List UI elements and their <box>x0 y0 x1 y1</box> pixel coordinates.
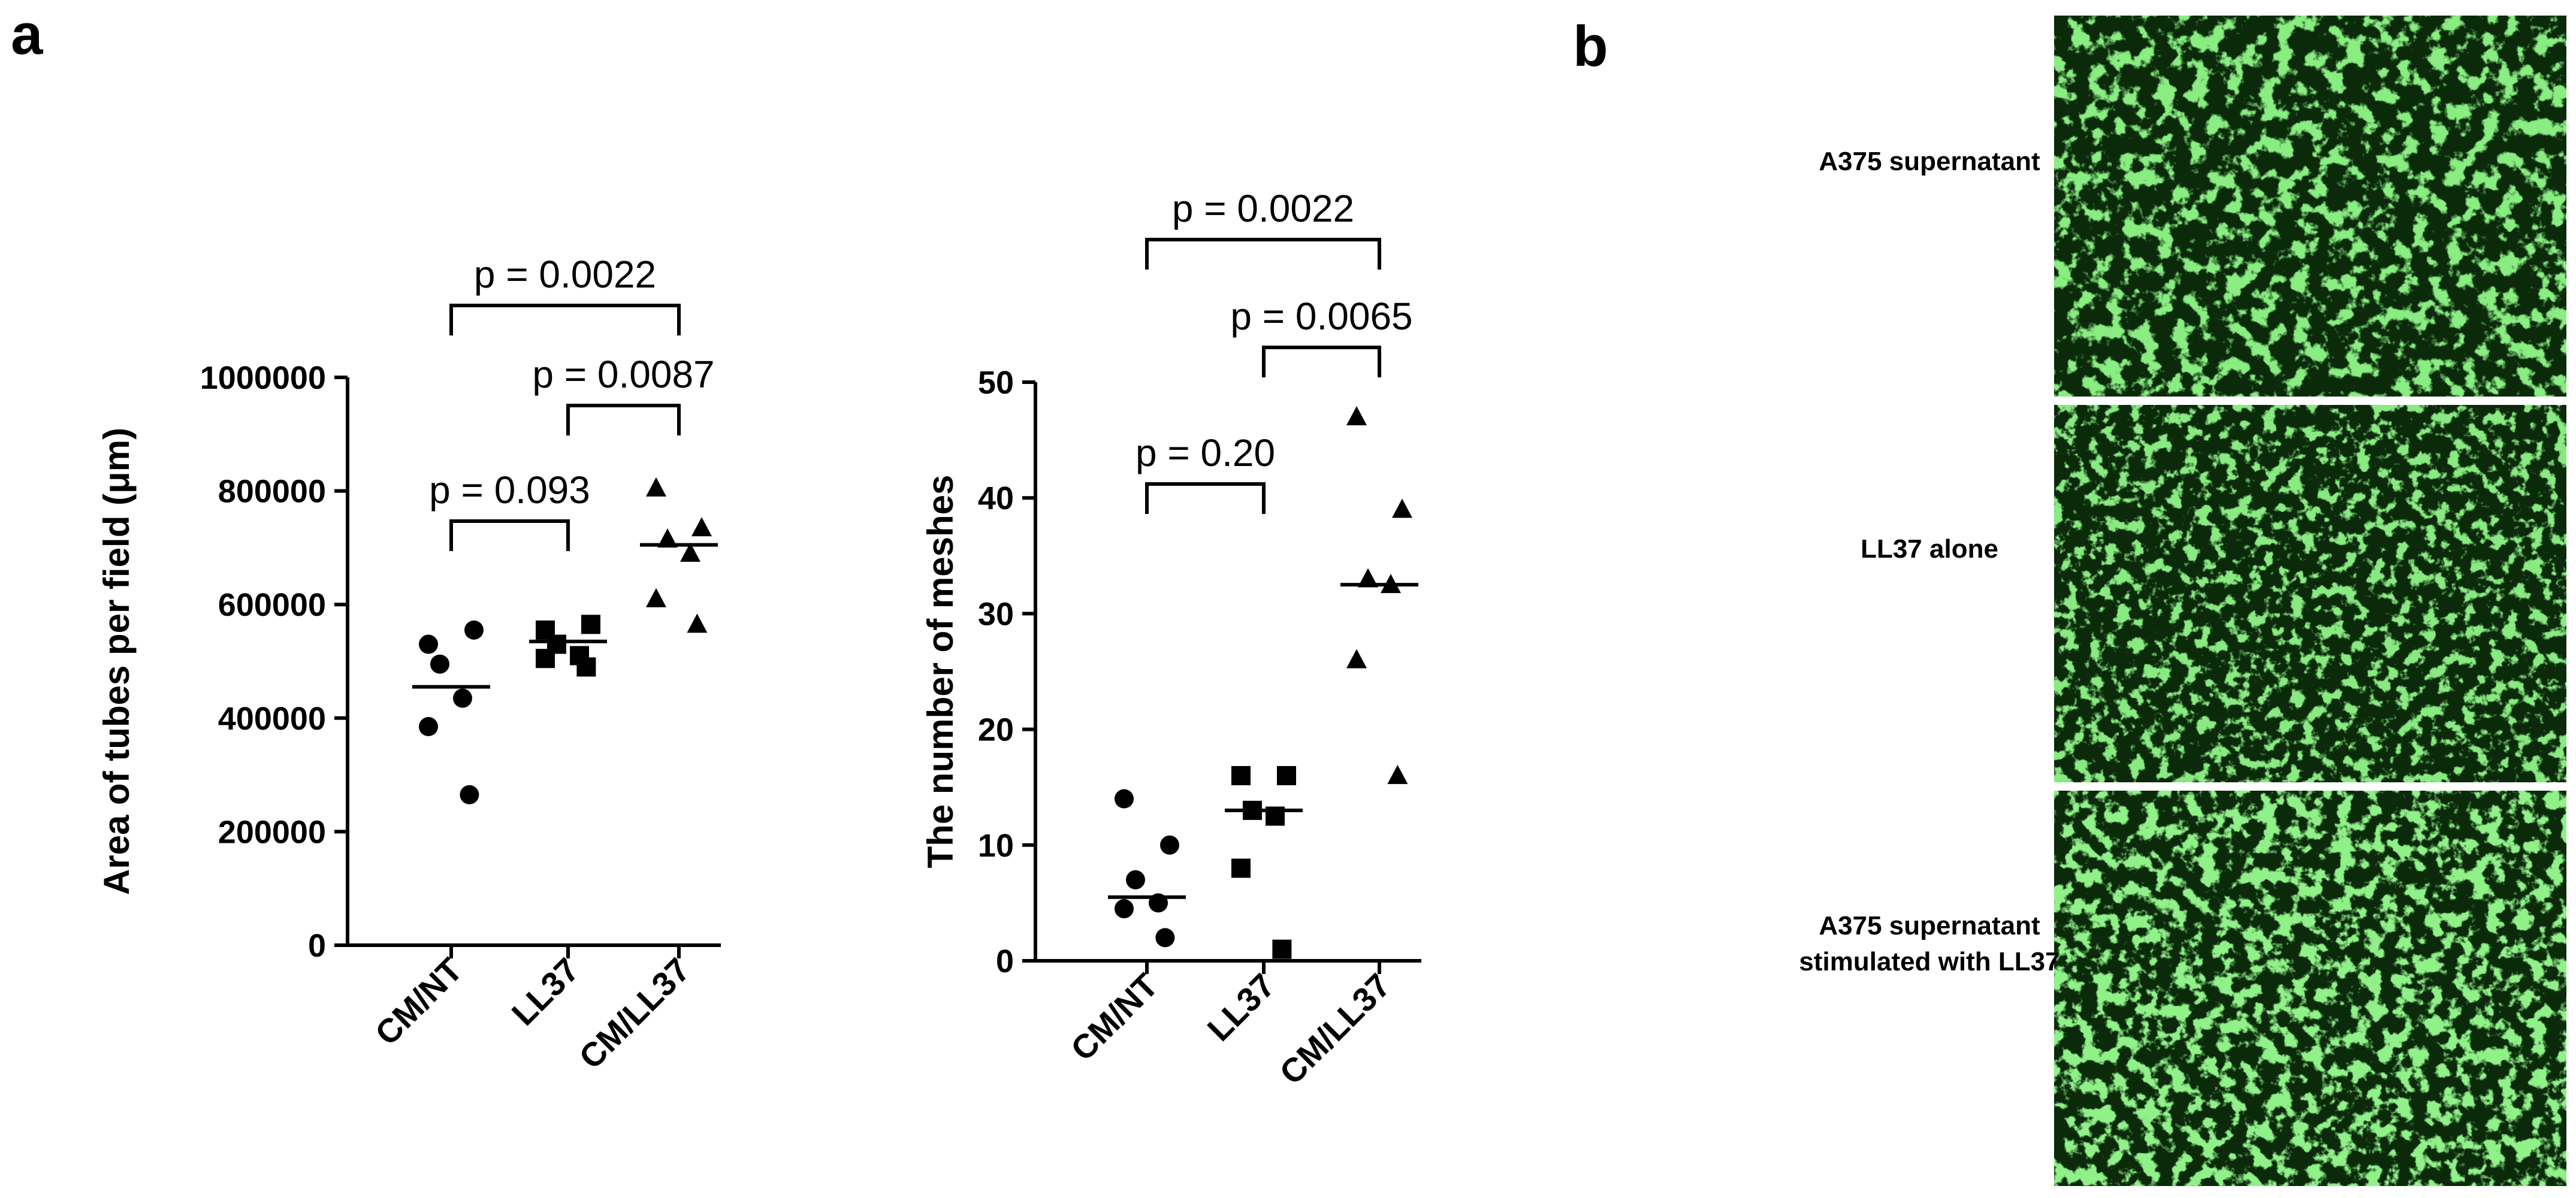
micrograph-label: A375 supernatant <box>1819 911 2040 940</box>
y-tick-label: 0 <box>996 943 1014 979</box>
panel-letter-b: b <box>1573 14 1608 78</box>
x-tick-label-ll37: LL37 <box>1200 966 1282 1048</box>
y-tick-label: 30 <box>978 596 1014 632</box>
y-tick-label: 50 <box>978 365 1014 401</box>
panel-letter-a: a <box>11 2 43 66</box>
data-point-square <box>1231 766 1251 785</box>
y-tick-label: 40 <box>978 480 1014 516</box>
y-tick-label: 800000 <box>218 474 326 510</box>
data-point-circle <box>1126 870 1145 890</box>
data-point-triangle <box>691 517 712 537</box>
data-point-triangle <box>1346 649 1367 668</box>
tube-area-significance-brackets <box>449 304 681 551</box>
data-point-circle <box>1115 789 1134 809</box>
y-tick-label: 0 <box>308 928 326 964</box>
data-point-triangle <box>646 588 666 607</box>
data-point-triangle <box>657 528 678 548</box>
tube-area-axes <box>334 376 721 958</box>
y-tick-label: 10 <box>978 828 1014 864</box>
tube-area-points <box>419 477 712 804</box>
data-point-triangle <box>1392 498 1412 518</box>
y-axis-title: The number of meshes <box>920 475 961 869</box>
micrograph-2: LL37 alone <box>1861 405 2566 782</box>
micrograph-label: A375 supernatant <box>1819 147 2040 176</box>
micrograph-cells <box>2054 16 2566 397</box>
mesh-count-mean-lines <box>1108 583 1418 899</box>
y-tick-label: 400000 <box>218 701 326 737</box>
y-tick-label: 200000 <box>218 814 326 850</box>
tube-area-chart: 0 200000 400000 600000 800000 1000000 CM/NT LL3… <box>96 253 721 1076</box>
data-point-square <box>581 615 600 634</box>
micrograph-label: LL37 alone <box>1861 534 1998 564</box>
data-point-triangle <box>1346 406 1367 425</box>
data-point-square <box>1231 858 1251 878</box>
x-tick-label-cm-nt: CM/NT <box>368 951 470 1052</box>
p-value-label: p = 0.093 <box>429 468 590 512</box>
significance-bracket <box>1262 346 1381 377</box>
data-point-circle <box>1115 899 1134 919</box>
p-value-label: p = 0.0087 <box>532 353 714 396</box>
data-point-circle <box>419 717 438 737</box>
y-tick-label: 600000 <box>218 587 326 623</box>
x-tick-label-ll37: LL37 <box>505 951 587 1033</box>
data-point-circle <box>419 634 438 654</box>
mesh-count-axes <box>1022 380 1421 974</box>
y-tick-label: 1000000 <box>200 360 326 396</box>
p-value-label: p = 0.0022 <box>1172 187 1354 230</box>
data-point-triangle <box>680 542 700 562</box>
p-value-label: p = 0.0065 <box>1230 295 1412 338</box>
significance-bracket <box>1145 238 1381 270</box>
data-point-square <box>1272 939 1292 959</box>
x-tick-label-cm-nt: CM/NT <box>1064 966 1165 1068</box>
micrograph-cells <box>2054 791 2566 1186</box>
data-point-circle <box>464 620 484 640</box>
data-point-square <box>576 657 596 677</box>
tube-area-mean-lines <box>412 543 718 689</box>
y-tick-label: 20 <box>978 712 1014 748</box>
data-point-triangle <box>687 613 708 633</box>
micrograph-3: A375 supernatant stimulated with LL37 <box>1799 791 2566 1186</box>
significance-bracket <box>449 519 570 551</box>
micrograph-cells <box>2054 405 2566 782</box>
micrograph-label: stimulated with LL37 <box>1799 947 2059 976</box>
mesh-count-significance-brackets <box>1145 238 1381 514</box>
data-point-triangle <box>1387 764 1408 784</box>
data-point-circle <box>430 654 449 674</box>
significance-bracket <box>1145 482 1266 514</box>
x-tick-label-cm-ll37: CM/LL37 <box>1272 966 1398 1092</box>
significance-bracket <box>449 304 681 335</box>
data-point-circle <box>1155 928 1175 948</box>
p-value-label: p = 0.0022 <box>474 253 656 296</box>
data-point-circle <box>1160 835 1179 855</box>
data-point-triangle <box>646 477 666 497</box>
y-axis-title: Area of tubes per field (μm) <box>96 428 137 895</box>
tube-area-labels: 0 200000 400000 600000 800000 1000000 CM/NT LL3… <box>96 253 715 1076</box>
significance-bracket <box>566 404 681 435</box>
data-point-circle <box>453 688 472 708</box>
x-tick-label-cm-ll37: CM/LL37 <box>572 951 697 1076</box>
data-point-square <box>536 649 555 668</box>
data-point-triangle <box>1358 568 1378 588</box>
micrograph-1: A375 supernatant <box>1819 16 2566 397</box>
microscopy-panel: A375 supernatant LL37 alone A375 supernata… <box>1799 16 2566 1186</box>
data-point-square <box>1277 766 1296 785</box>
data-point-circle <box>460 785 479 804</box>
p-value-label: p = 0.20 <box>1136 431 1275 474</box>
